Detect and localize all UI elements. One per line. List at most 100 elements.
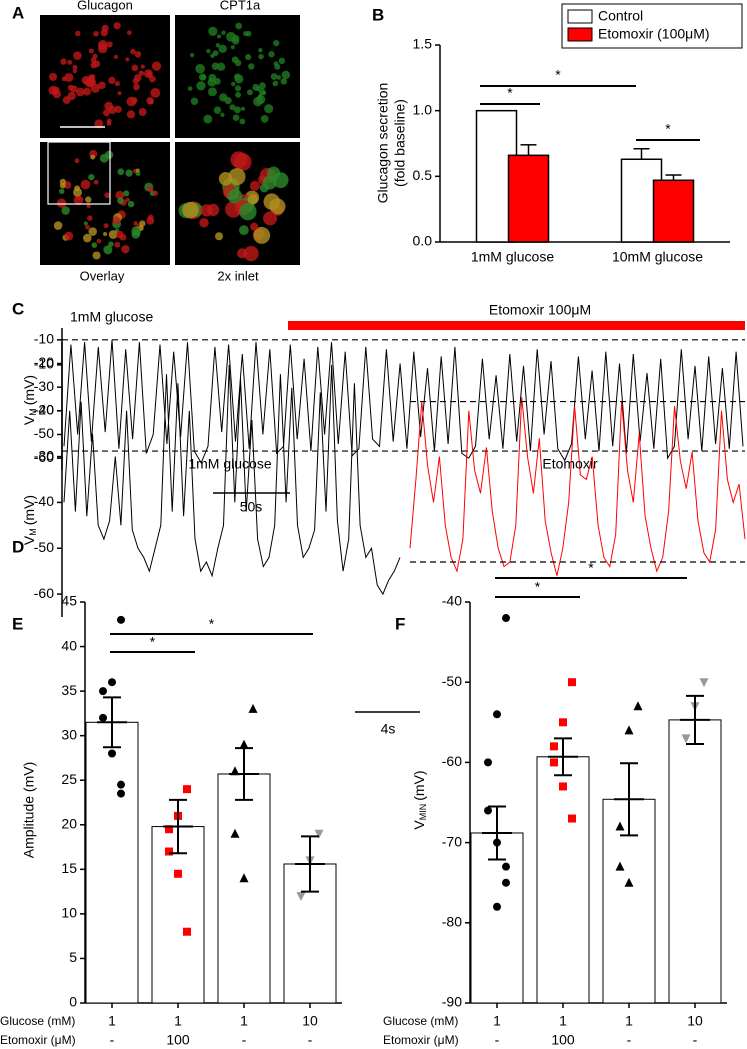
legend-label: Control	[598, 8, 643, 24]
cell	[240, 106, 246, 111]
cell	[80, 179, 91, 190]
cell	[133, 221, 138, 226]
panel-letter: E	[12, 614, 23, 633]
cell	[125, 169, 133, 177]
cell	[108, 241, 114, 247]
data-point	[117, 780, 125, 789]
cell	[239, 118, 246, 125]
cell	[278, 57, 286, 65]
data-point	[559, 718, 567, 727]
cell	[196, 81, 206, 91]
cell	[233, 106, 241, 114]
cell	[198, 73, 207, 81]
cell	[218, 44, 227, 54]
data-point	[484, 806, 492, 815]
cell	[135, 168, 140, 173]
row-value: 100	[166, 1032, 190, 1048]
cell	[146, 71, 152, 77]
cell	[130, 97, 138, 104]
y-axis-label: VM (mV)	[21, 495, 39, 545]
cell	[217, 34, 222, 39]
cell	[133, 74, 142, 82]
y-label-main: V	[411, 820, 427, 830]
data-point	[624, 725, 634, 735]
cell	[206, 48, 211, 54]
cell	[103, 245, 113, 255]
cell	[82, 233, 92, 243]
data-point	[174, 869, 182, 878]
cell	[117, 91, 122, 96]
cell	[139, 220, 146, 227]
cell	[232, 114, 240, 121]
cell	[64, 231, 74, 241]
significance-label: *	[535, 579, 541, 595]
y-axis-label: Amplitude (mV)	[21, 762, 37, 858]
cell	[134, 51, 142, 58]
cell	[119, 233, 127, 241]
y-axis-label: VM (mV)	[21, 375, 39, 425]
significance-label: *	[150, 634, 156, 650]
panel-letter: D	[12, 537, 24, 556]
cell	[74, 158, 80, 164]
y-tick-label: -70	[442, 833, 462, 849]
image-label: 2x inlet	[217, 268, 259, 283]
cell	[239, 202, 257, 221]
y-label-sub: MIN	[418, 804, 428, 821]
y-tick-label: -60	[442, 753, 462, 769]
cell	[85, 224, 90, 230]
cell	[67, 91, 76, 101]
cell	[273, 39, 280, 47]
y-label-main: V	[21, 535, 37, 545]
cell	[187, 86, 193, 91]
data-point	[502, 878, 510, 887]
panel-letter: A	[12, 3, 24, 22]
cell	[126, 110, 136, 119]
data-point	[615, 821, 625, 831]
cell	[250, 222, 259, 231]
cell	[190, 53, 195, 58]
cell	[249, 180, 260, 191]
cell	[112, 216, 121, 225]
y-tick-label: 0.0	[413, 233, 433, 249]
bar	[217, 773, 271, 1004]
cell	[228, 168, 246, 186]
cell	[121, 245, 130, 254]
cell	[270, 73, 278, 80]
data-point	[248, 703, 258, 713]
y-label-sub: M	[28, 528, 38, 536]
cell	[208, 26, 218, 36]
cell	[151, 61, 162, 71]
cell	[90, 62, 97, 69]
cell	[108, 230, 118, 239]
cell	[253, 226, 271, 244]
data-point	[108, 678, 116, 687]
significance-label: *	[665, 121, 671, 137]
cell	[232, 34, 240, 42]
significance-label: *	[555, 67, 561, 83]
y-tick-label: -10	[34, 331, 54, 347]
cell	[211, 62, 220, 70]
cell	[268, 51, 275, 58]
treatment-bar	[288, 321, 745, 330]
cell	[131, 64, 139, 72]
cell	[235, 91, 242, 98]
cell	[102, 109, 110, 117]
scale-bar-label: 50s	[240, 499, 263, 515]
cell	[53, 221, 63, 230]
y-axis-label: (fold baseline)	[392, 99, 408, 187]
cell	[97, 40, 108, 50]
data-point	[183, 927, 191, 936]
data-point	[550, 742, 558, 751]
bar	[507, 154, 550, 243]
cell	[246, 89, 253, 96]
cell	[234, 73, 241, 81]
cell	[199, 218, 209, 228]
data-point	[165, 825, 173, 834]
inset-box	[47, 141, 111, 205]
y-axis-label: Glucagon secretion	[375, 83, 391, 204]
cell	[147, 185, 154, 192]
significance-label: *	[588, 560, 594, 576]
bar	[652, 179, 695, 243]
row-value: 1	[493, 1013, 501, 1029]
bar	[85, 721, 139, 1004]
